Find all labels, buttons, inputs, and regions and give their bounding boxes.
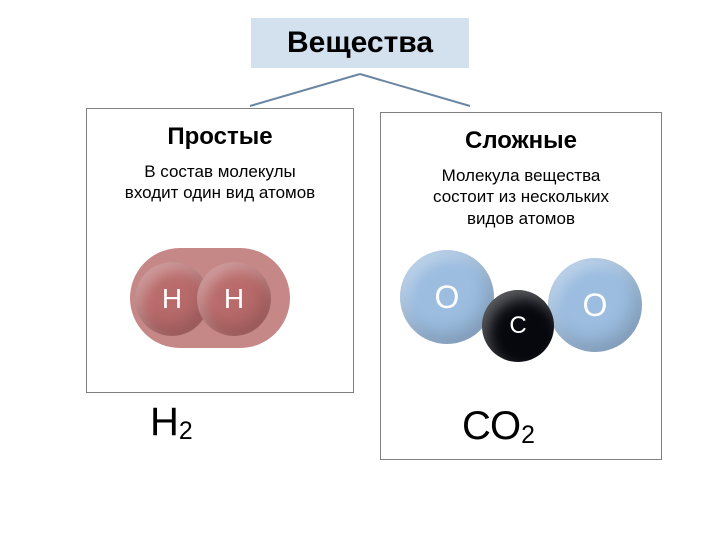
formula-co2-main: СО bbox=[462, 404, 521, 448]
simple-desc: В состав молекулы входит один вид атомов bbox=[87, 161, 353, 204]
simple-title: Простые bbox=[87, 123, 353, 151]
branch-right bbox=[360, 74, 470, 106]
atom-o-left: О bbox=[400, 250, 494, 344]
simple-desc-line2: входит один вид атомов bbox=[125, 183, 315, 202]
formula-h2: Н2 bbox=[150, 400, 193, 445]
formula-co2-sub: 2 bbox=[521, 422, 535, 449]
title-box: Вещества bbox=[251, 18, 469, 68]
complex-desc: Молекула вещества состоит из нескольких … bbox=[381, 165, 661, 229]
formula-h2-sub: 2 bbox=[179, 418, 193, 445]
branch-left bbox=[250, 74, 360, 106]
formula-co2: СО2 bbox=[462, 404, 535, 449]
atom-c: С bbox=[482, 290, 554, 362]
branch-lines bbox=[210, 72, 510, 112]
formula-h2-main: Н bbox=[150, 400, 179, 444]
atom-h-right: Н bbox=[197, 262, 271, 336]
complex-desc-line1: Молекула вещества bbox=[442, 166, 601, 185]
atom-o-right: О bbox=[548, 258, 642, 352]
complex-title: Сложные bbox=[381, 127, 661, 155]
complex-desc-line3: видов атомов bbox=[467, 209, 575, 228]
simple-desc-line1: В состав молекулы bbox=[144, 162, 296, 181]
complex-desc-line2: состоит из нескольких bbox=[433, 187, 609, 206]
